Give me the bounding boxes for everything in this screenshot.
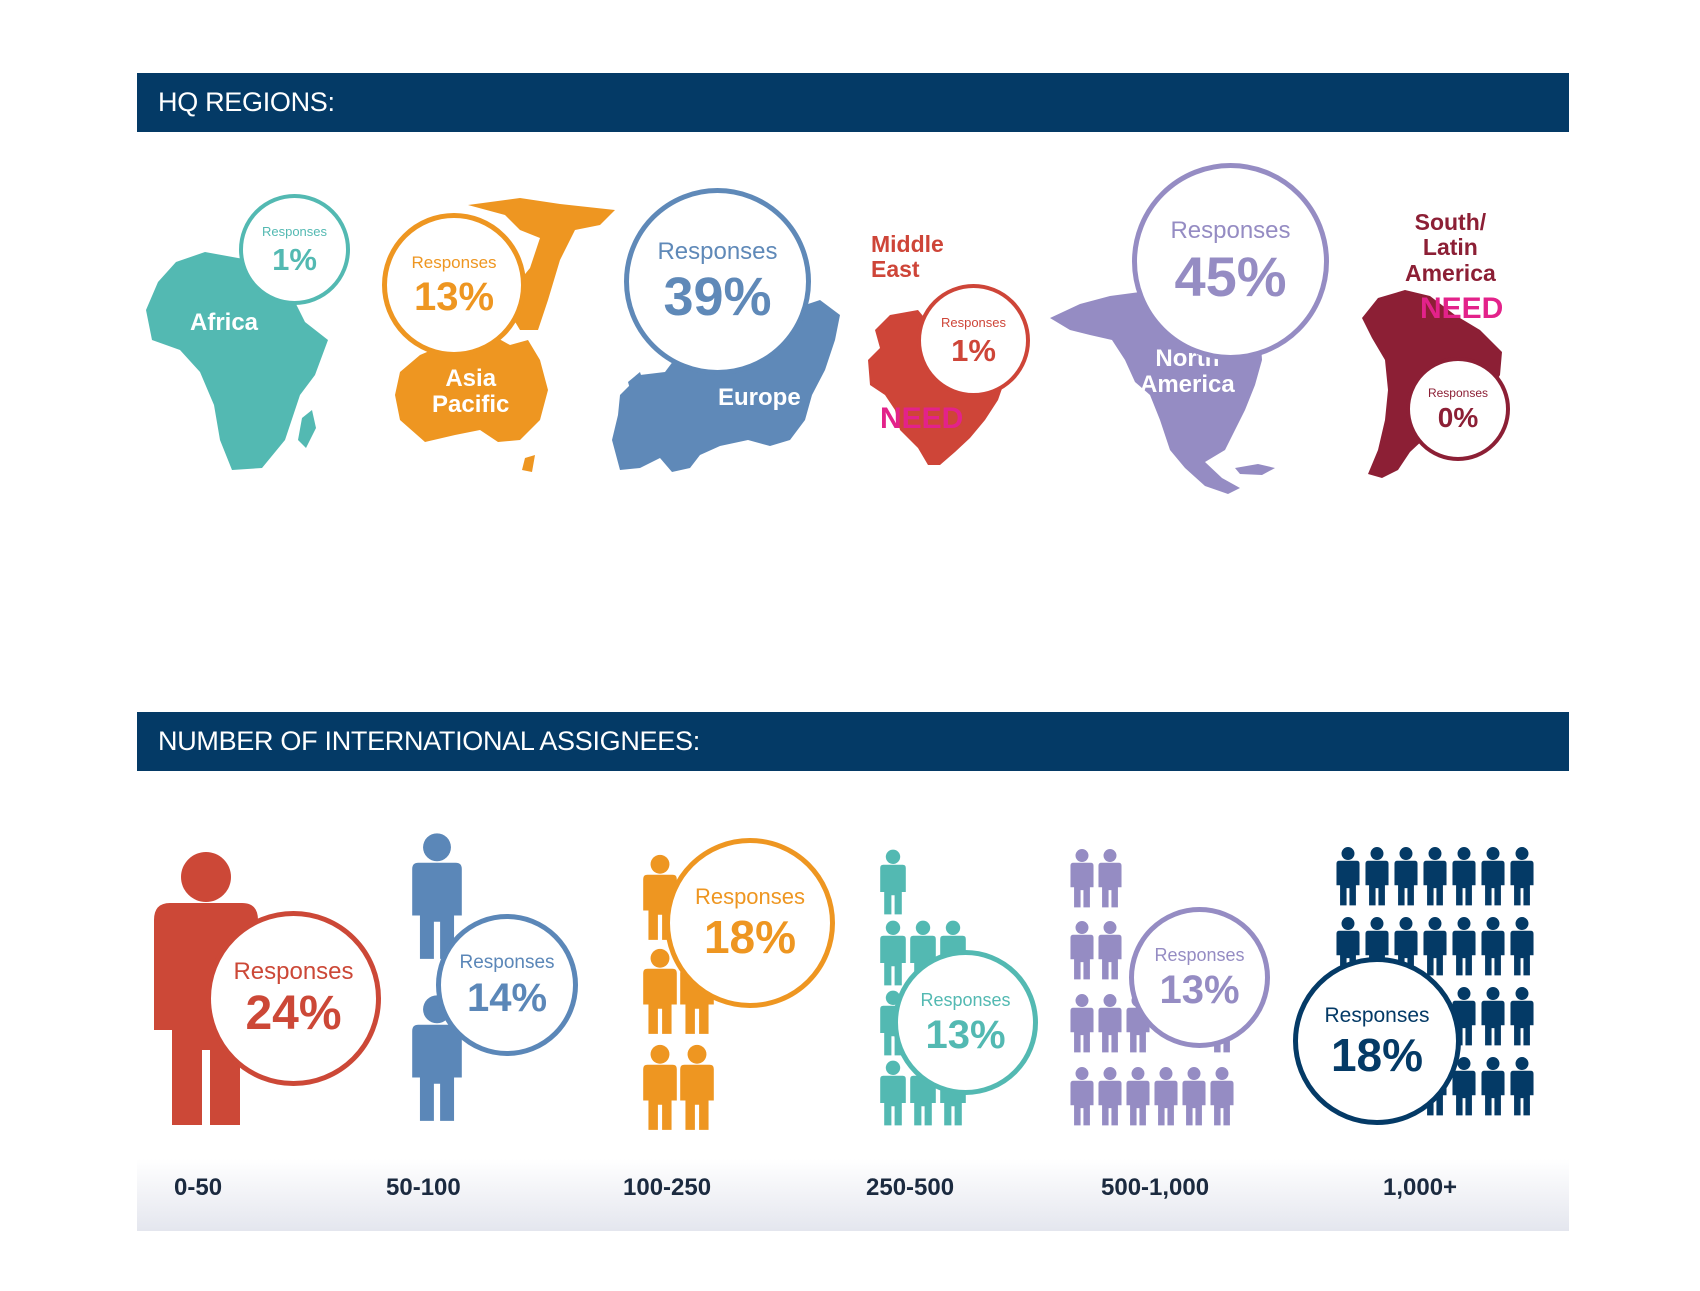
range-label-0-50: 0-50 xyxy=(174,1174,223,1201)
hq-regions-header: HQ REGIONS: xyxy=(137,73,1569,132)
assignees-500-1000-bubble: Responses 13% xyxy=(1129,907,1270,1048)
region-name-middle-line: Middle xyxy=(871,231,944,257)
assignees-50-100-bubble: Responses 14% xyxy=(436,914,578,1056)
response-label: Responses xyxy=(940,314,1007,330)
response-label: Responses xyxy=(1154,944,1245,965)
europe-response-bubble: Responses 39% xyxy=(624,188,811,375)
response-value: 1% xyxy=(272,241,317,277)
response-label: Responses xyxy=(261,223,328,239)
response-value: 39% xyxy=(663,266,772,327)
assignees-250-500-bubble: Responses 13% xyxy=(893,950,1038,1095)
region-name-pacific-line: Pacific xyxy=(432,391,510,419)
response-value: 45% xyxy=(1174,244,1287,308)
response-value: 13% xyxy=(925,1012,1006,1057)
south-america-need-flag: NEED xyxy=(1420,292,1504,325)
response-label: Responses xyxy=(411,252,497,272)
response-value: 24% xyxy=(245,986,342,1040)
middle-east-response-bubble: Responses 1% xyxy=(917,284,1030,397)
region-name-asia-line: Asia xyxy=(445,365,497,392)
hq-regions-title: HQ REGIONS: xyxy=(158,87,335,117)
africa-map-icon xyxy=(146,252,328,470)
assignees-1000-plus-bubble: Responses 18% xyxy=(1293,957,1461,1125)
region-name-america-line-2: America xyxy=(1405,259,1496,286)
asia-pacific-map-icon xyxy=(395,198,615,472)
response-value: 1% xyxy=(951,332,996,368)
region-name-south-latin-america: South/ Latin America xyxy=(1405,209,1496,286)
response-label: Responses xyxy=(694,884,806,909)
response-label: Responses xyxy=(657,237,778,265)
middle-east-need-flag: NEED xyxy=(880,402,964,435)
response-value: 18% xyxy=(1330,1028,1424,1081)
response-value: 14% xyxy=(466,975,548,1020)
north-america-response-bubble: Responses 45% xyxy=(1132,163,1329,360)
response-label: Responses xyxy=(233,957,354,985)
africa-response-bubble: Responses 1% xyxy=(239,194,350,305)
region-name-europe: Europe xyxy=(718,384,801,411)
range-label-500-1000: 500-1,000 xyxy=(1101,1174,1210,1201)
response-label: Responses xyxy=(459,951,555,973)
range-label-strip xyxy=(137,1159,1569,1231)
assignees-100-250-bubble: Responses 18% xyxy=(665,838,835,1008)
range-label-100-250: 100-250 xyxy=(623,1174,712,1201)
response-label: Responses xyxy=(1170,216,1291,244)
region-name-asia-pacific: Asia Pacific xyxy=(432,365,510,419)
range-label-50-100: 50-100 xyxy=(386,1174,461,1201)
region-name-east-line: East xyxy=(871,256,920,283)
region-name-south-line: South/ xyxy=(1414,209,1487,235)
response-value: 18% xyxy=(703,911,797,963)
response-value: 0% xyxy=(1437,401,1479,433)
south-america-response-bubble: Responses 0% xyxy=(1406,357,1510,461)
asia-pacific-response-bubble: Responses 13% xyxy=(382,213,526,357)
range-label-250-500: 250-500 xyxy=(866,1174,955,1201)
response-label: Responses xyxy=(920,989,1011,1010)
region-name-africa: Africa xyxy=(190,309,259,336)
response-label: Responses xyxy=(1427,385,1489,400)
assignees-title: NUMBER OF INTERNATIONAL ASSIGNEES: xyxy=(158,726,700,756)
response-label: Responses xyxy=(1324,1003,1430,1027)
assignees-0-50-bubble: Responses 24% xyxy=(206,911,381,1086)
response-value: 13% xyxy=(1159,967,1240,1012)
region-name-middle-east: Middle East xyxy=(871,231,944,283)
assignees-header: NUMBER OF INTERNATIONAL ASSIGNEES: xyxy=(137,712,1569,771)
region-name-america-line: America xyxy=(1140,371,1235,399)
region-name-latin-line: Latin xyxy=(1422,234,1478,261)
response-value: 13% xyxy=(413,274,495,319)
range-label-1000-plus: 1,000+ xyxy=(1383,1174,1458,1201)
